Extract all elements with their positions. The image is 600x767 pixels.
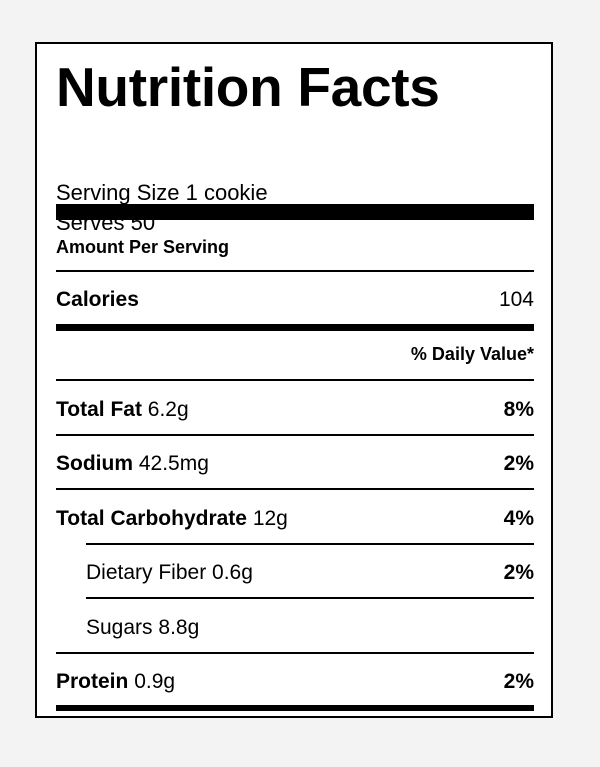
nutrition-label: Nutrition Facts Serving Size 1 cookie Se… — [35, 42, 553, 718]
calories-label: Calories — [56, 287, 139, 311]
divider — [56, 652, 534, 654]
nutrient-daily-value: 2% — [503, 669, 534, 693]
nutrient-row-total-carbohydrate: Total Carbohydrate 12g 4% — [56, 503, 534, 533]
amount-per-serving-label: Amount Per Serving — [56, 237, 230, 257]
nutrient-label: Total Fat 6.2g — [56, 399, 189, 420]
nutrient-amount: 42.5mg — [138, 451, 209, 475]
nutrient-name: Total Fat — [56, 397, 142, 421]
nutrient-daily-value: 2% — [503, 451, 534, 475]
nutrient-daily-value: 4% — [503, 506, 534, 530]
divider — [56, 434, 534, 436]
nutrient-label: Total Carbohydrate 12g — [56, 508, 288, 529]
nutrient-amount: 12g — [252, 506, 288, 530]
divider — [56, 379, 534, 381]
nutrient-row-sugars: Sugars 8.8g — [86, 612, 534, 642]
medium-divider — [56, 324, 534, 331]
nutrient-name: Sugars — [86, 615, 153, 639]
nutrient-daily-value: 8% — [503, 397, 534, 421]
nutrient-label: Protein 0.9g — [56, 671, 175, 692]
nutrient-name: Sodium — [56, 451, 133, 475]
nutrient-amount: 0.6g — [212, 560, 253, 584]
nutrient-name: Protein — [56, 669, 129, 693]
thick-divider — [56, 204, 534, 220]
daily-value-header-row: % Daily Value* — [56, 339, 534, 369]
nutrient-amount: 8.8g — [158, 615, 200, 639]
nutrition-label-content: Nutrition Facts Serving Size 1 cookie Se… — [56, 44, 534, 716]
amount-per-serving-row: Amount Per Serving — [56, 232, 534, 262]
serving-size: Serving Size 1 cookie — [56, 180, 268, 205]
indented-divider — [86, 597, 534, 599]
label-title: Nutrition Facts — [56, 56, 440, 118]
nutrient-amount: 0.9g — [134, 669, 176, 693]
nutrient-row-total-fat: Total Fat 6.2g 8% — [56, 394, 534, 424]
calories-row: Calories 104 — [56, 284, 534, 314]
bottom-divider — [56, 705, 534, 711]
divider — [56, 488, 534, 490]
nutrient-daily-value: 2% — [503, 560, 534, 584]
daily-value-header: % Daily Value* — [410, 344, 534, 364]
nutrient-row-sodium: Sodium 42.5mg 2% — [56, 448, 534, 478]
divider — [56, 270, 534, 272]
nutrient-row-protein: Protein 0.9g 2% — [56, 666, 534, 696]
nutrient-row-dietary-fiber: Dietary Fiber 0.6g 2% — [86, 557, 534, 587]
nutrient-name: Dietary Fiber — [86, 560, 207, 584]
nutrient-amount: 6.2g — [147, 397, 189, 421]
nutrient-name: Total Carbohydrate — [56, 506, 247, 530]
calories-value: 104 — [498, 287, 534, 311]
nutrient-label: Dietary Fiber 0.6g — [86, 562, 253, 583]
nutrient-label: Sugars 8.8g — [86, 617, 199, 638]
indented-divider — [86, 543, 534, 545]
nutrient-label: Sodium 42.5mg — [56, 453, 209, 474]
